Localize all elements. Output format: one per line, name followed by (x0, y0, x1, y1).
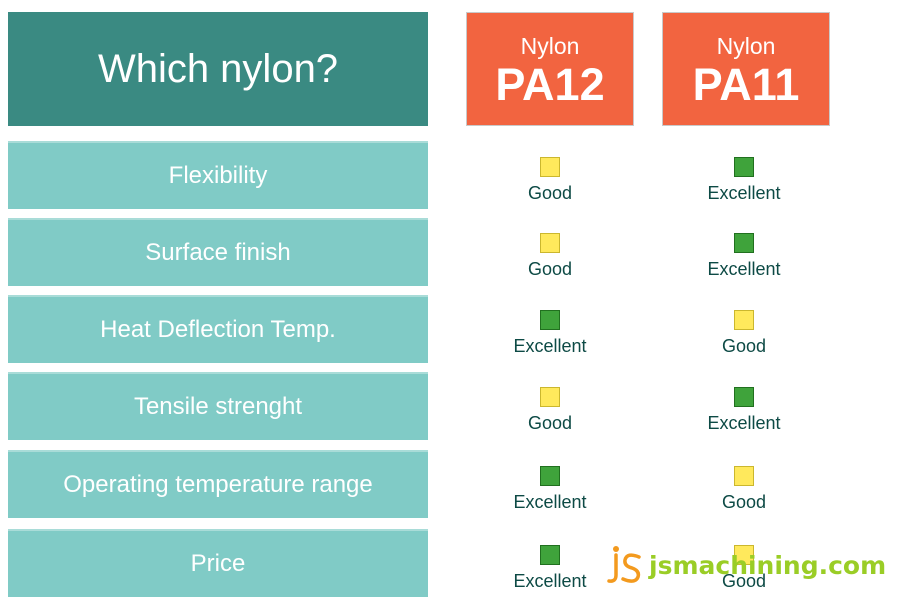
rating-square-icon (540, 545, 560, 565)
rating-text: Good (527, 183, 573, 203)
title-box: Which nylon? (8, 12, 428, 126)
row-label-tensile-strength: Tensile strenght (8, 372, 428, 440)
rating-square-icon (734, 387, 754, 407)
rating-cell-pa11: Excellent (660, 387, 828, 447)
rating-square-icon (734, 310, 754, 330)
watermark-text: jsmachining.com (649, 550, 887, 580)
rating-square-icon (540, 157, 560, 177)
row-label-text: Heat Deflection Temp. (100, 316, 336, 343)
rating-square-icon (540, 466, 560, 486)
rating-text: Good (527, 259, 573, 279)
rating-text: Excellent (707, 259, 781, 279)
rating-text: Excellent (707, 183, 781, 203)
watermark: jsmachining.com (605, 540, 886, 590)
column-header-pa11: Nylon PA11 (662, 12, 830, 126)
column-header-big: PA11 (692, 59, 800, 110)
rating-square-icon (540, 387, 560, 407)
row-label-text: Flexibility (168, 162, 268, 189)
rating-cell-pa12: Excellent (466, 545, 634, 605)
row-label-operating-temperature-range: Operating temperature range (8, 450, 428, 518)
rating-cell-pa11: Excellent (660, 233, 828, 293)
js-logo-icon (605, 543, 645, 587)
rating-text: Good (721, 571, 767, 591)
rating-cell-pa12: Good (466, 157, 634, 217)
row-label-flexibility: Flexibility (8, 141, 428, 209)
title: Which nylon? (97, 46, 339, 91)
row-label-surface-finish: Surface finish (8, 218, 428, 286)
rating-square-icon (734, 466, 754, 486)
row-label-text: Tensile strenght (133, 393, 303, 420)
row-label-text: Operating temperature range (63, 471, 373, 498)
rating-cell-pa11: Good (660, 466, 828, 526)
rating-cell-pa11: Excellent (660, 157, 828, 217)
column-header-big: PA12 (495, 59, 605, 110)
rating-text: Good (721, 492, 767, 512)
rating-text: Good (721, 336, 767, 356)
rating-square-icon (540, 310, 560, 330)
column-header-small: Nylon (520, 33, 580, 59)
column-header-pa12: Nylon PA12 (466, 12, 634, 126)
column-header-small: Nylon (716, 33, 776, 59)
rating-cell-pa12: Excellent (466, 310, 634, 370)
rating-text: Excellent (513, 492, 587, 512)
rating-square-icon (540, 233, 560, 253)
rating-square-icon (734, 157, 754, 177)
rating-text: Excellent (707, 413, 781, 433)
rating-cell-pa12: Excellent (466, 466, 634, 526)
rating-cell-pa12: Good (466, 233, 634, 293)
rating-square-icon (734, 545, 754, 565)
rating-cell-pa11: Good (660, 545, 828, 605)
row-label-heat-deflection-temp: Heat Deflection Temp. (8, 295, 428, 363)
row-label-text: Price (190, 550, 246, 577)
rating-square-icon (734, 233, 754, 253)
row-label-text: Surface finish (145, 239, 291, 266)
rating-text: Excellent (513, 571, 587, 591)
rating-text: Excellent (513, 336, 587, 356)
rating-text: Good (527, 413, 573, 433)
rating-cell-pa11: Good (660, 310, 828, 370)
row-label-price: Price (8, 529, 428, 597)
rating-cell-pa12: Good (466, 387, 634, 447)
